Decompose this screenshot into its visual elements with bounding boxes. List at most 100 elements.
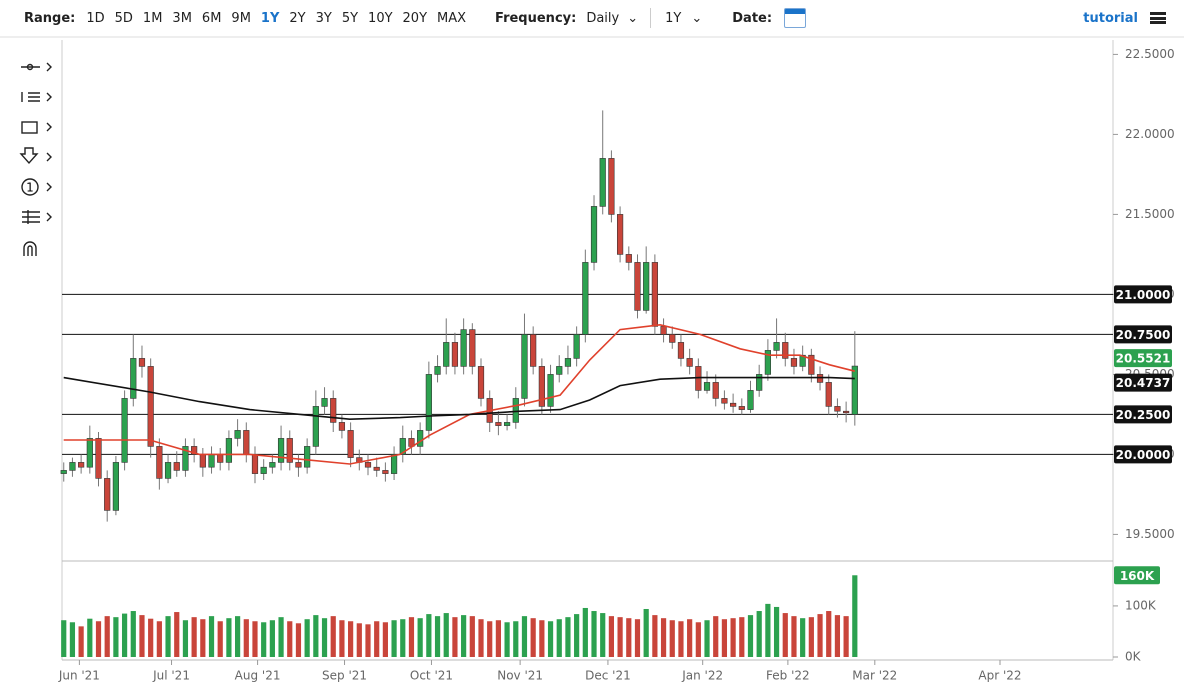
range-button[interactable]: 9M [231, 10, 251, 26]
volume-bar [235, 616, 241, 657]
volume-bar [417, 618, 423, 657]
range-button[interactable]: 1M [142, 10, 163, 26]
level-label-box [1114, 285, 1172, 304]
volume-bar [539, 620, 545, 657]
range-button[interactable]: 10Y [368, 10, 393, 26]
volume-bar [443, 613, 449, 657]
volume-bar [87, 618, 93, 657]
volume-bar [513, 621, 519, 657]
x-tick-label: Aug '21 [235, 669, 281, 683]
volume-bar [78, 626, 84, 657]
candle-body [538, 366, 545, 407]
range-label: Range: [24, 10, 76, 26]
candle-body [799, 354, 806, 367]
candle-body [390, 454, 398, 474]
volume-bar [243, 619, 249, 657]
candle-body [69, 462, 76, 471]
range-button[interactable]: 2Y [289, 10, 306, 26]
volume-label: 160K [1120, 569, 1155, 583]
range-button[interactable]: 20Y [402, 10, 428, 26]
volume-bar [208, 616, 215, 657]
candle-body [164, 462, 172, 479]
candle-body [121, 398, 128, 463]
candle-body [243, 430, 250, 455]
candle-body [521, 334, 528, 399]
candle-body [460, 329, 467, 367]
volume-bar [461, 615, 467, 657]
range-button[interactable]: 1Y [260, 10, 280, 26]
candle-body [764, 350, 771, 375]
price-label: 20.5521 [1116, 352, 1171, 366]
candle-body [304, 446, 311, 468]
volume-bar [556, 619, 562, 657]
candle-body [703, 382, 711, 391]
volume-bar [130, 611, 136, 657]
range-button[interactable]: MAX [437, 10, 467, 26]
volume-bar [765, 603, 771, 657]
volume-bar [321, 618, 328, 657]
candle-body [364, 462, 372, 468]
candle-body [251, 454, 259, 474]
tutorial-link[interactable]: tutorial [1083, 10, 1138, 26]
candle-body [382, 470, 389, 474]
volume-bar [226, 618, 232, 657]
range-button[interactable]: 5D [114, 10, 133, 26]
candle-body [347, 430, 354, 458]
drawing-tools[interactable] [19, 62, 52, 256]
ma-label: 20.4737 [1116, 376, 1171, 390]
volume-bar [400, 619, 406, 657]
volume-bar [721, 619, 728, 657]
range-button[interactable]: 3Y [315, 10, 332, 26]
range-button[interactable]: 6M [201, 10, 222, 26]
candle-body [277, 438, 285, 463]
candle-body [321, 398, 328, 407]
volume-bar [791, 616, 797, 657]
candle-body [547, 374, 554, 407]
x-tick-label: Oct '21 [410, 669, 453, 683]
candle-body [512, 398, 519, 423]
range-button[interactable]: 5Y [341, 10, 359, 26]
candle-body [191, 446, 198, 455]
range-button[interactable]: 3M [172, 10, 192, 26]
candle-body [825, 382, 832, 407]
x-tick-label: Mar '22 [852, 669, 897, 683]
volume-bar [356, 623, 362, 657]
date-picker[interactable] [784, 8, 807, 28]
level-label: 20.0000 [1116, 448, 1171, 462]
volume-bar [313, 615, 319, 657]
x-tick-label: Nov '21 [497, 669, 543, 683]
volume-bar [61, 620, 67, 657]
range-buttons: 1D 5D 1M 3M 6M 9M 1Y 2Y 3Y 5Y 10Y 20Y MAX [81, 11, 471, 26]
volume-bar [95, 621, 102, 657]
frequency-select[interactable]: Daily [586, 10, 620, 26]
candle-body [260, 466, 267, 474]
volume-bar [69, 622, 76, 657]
volume-bar [295, 623, 302, 657]
candle-body [495, 422, 502, 426]
level-label-box [1114, 445, 1172, 464]
moving-average [63, 376, 855, 421]
volume-bar [660, 618, 667, 657]
candle-body [156, 446, 163, 479]
tool-icon-number: 1 [26, 181, 34, 195]
menu-button[interactable] [1150, 12, 1166, 24]
volume-bar [695, 622, 701, 657]
volume-bar [834, 615, 841, 657]
candle-body [86, 438, 93, 468]
volume-bar [426, 614, 432, 657]
candle-body [443, 342, 450, 367]
candle-body [147, 366, 154, 447]
candle-body [808, 354, 815, 375]
volume-tick-label: 100K [1125, 598, 1157, 612]
period-select[interactable]: 1Y [665, 10, 682, 26]
candle-body [530, 334, 537, 367]
level-label-box [1114, 405, 1172, 424]
volume-bar [687, 619, 693, 657]
candle-body [330, 398, 337, 423]
volume-bar [773, 606, 780, 657]
volume-bar [808, 617, 814, 657]
volume-bar [408, 617, 415, 657]
volume-bar [547, 621, 554, 657]
range-button[interactable]: 1D [86, 10, 105, 26]
volume-bar [704, 620, 710, 657]
